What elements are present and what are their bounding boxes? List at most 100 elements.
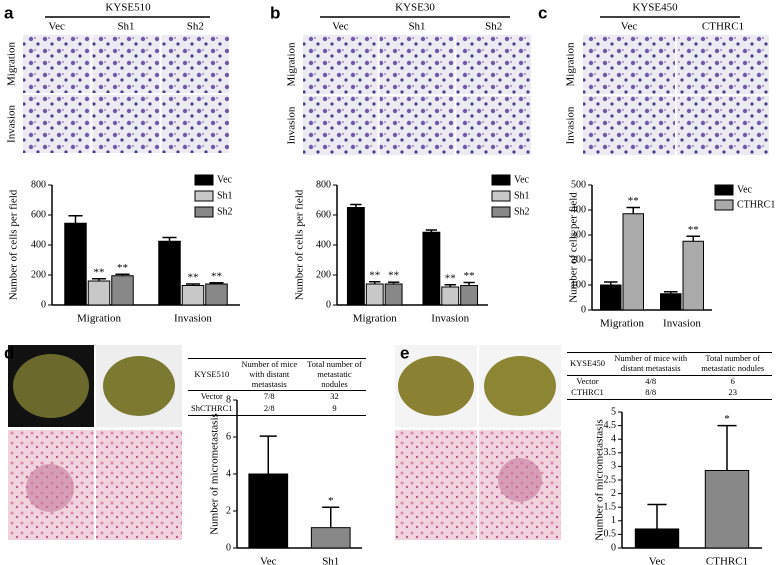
row-label: Invasion xyxy=(565,106,577,144)
y-tick-label: 1.5 xyxy=(604,501,617,512)
y-tick-label: 2.5 xyxy=(604,474,617,485)
bar xyxy=(346,207,365,306)
column-label: CTHRC1 xyxy=(702,21,744,33)
micrograph xyxy=(161,35,229,93)
y-tick-label: 400 xyxy=(571,204,586,215)
y-tick-label: 0 xyxy=(41,299,46,310)
header-cell: Total number of metastatic nodules xyxy=(693,352,772,376)
y-tick-label: 8 xyxy=(226,394,231,405)
significance: ** xyxy=(188,272,199,284)
significance: ** xyxy=(445,272,456,284)
bar xyxy=(660,293,682,311)
y-tick-label: 5 xyxy=(611,406,616,417)
y-axis-label: Number of cells per field xyxy=(294,189,306,300)
micrograph xyxy=(161,95,229,153)
bar xyxy=(704,469,750,549)
bar xyxy=(622,213,644,311)
micrograph xyxy=(23,95,91,153)
table-cell: 23 xyxy=(693,387,772,401)
panel-title: KYSE450 xyxy=(632,2,678,14)
legend-swatch xyxy=(194,190,214,202)
table-cell: 8/8 xyxy=(607,387,694,401)
bar xyxy=(422,231,441,306)
row-label: Migration xyxy=(565,42,577,86)
bar xyxy=(87,280,111,306)
micrograph xyxy=(583,35,675,94)
y-axis-label: Number of cells per field xyxy=(8,189,20,300)
y-axis-label: Number of micrometastasis xyxy=(209,413,221,535)
panel-label: d xyxy=(4,343,14,362)
table-cell: 9 xyxy=(302,403,366,416)
panel-title: KYSE30 xyxy=(395,2,435,14)
table-cell: CTHRC1 xyxy=(567,387,608,401)
micrograph xyxy=(379,96,455,155)
legend-label: Sh1 xyxy=(514,190,530,201)
table-row: ShCTHRC1 2/8 9 xyxy=(188,403,366,416)
legend-swatch xyxy=(491,190,511,202)
legend-label: Sh2 xyxy=(217,206,233,217)
data-table: KYSE510 Number of mice with distant metas… xyxy=(188,357,366,416)
row-label: Migration xyxy=(6,42,18,86)
row-label: Invasion xyxy=(6,105,18,143)
table-cell: 7/8 xyxy=(263,391,275,402)
legend-label: Vec xyxy=(217,174,233,185)
column-label: Vec xyxy=(621,21,638,33)
bar xyxy=(158,240,181,306)
y-tick-label: 400 xyxy=(316,239,331,250)
legend-swatch xyxy=(491,174,511,186)
y-tick-label: 0 xyxy=(581,304,586,315)
x-tick-label: Migration xyxy=(600,318,644,330)
bar xyxy=(205,283,228,306)
x-tick-label: Invasion xyxy=(174,313,212,325)
y-tick-label: 2 xyxy=(611,488,616,499)
table-cell: Vector xyxy=(200,391,223,402)
legend-label: Sh1 xyxy=(217,190,233,201)
y-tick-label: 500 xyxy=(571,179,586,190)
micrograph xyxy=(583,96,675,155)
micrograph xyxy=(23,35,91,93)
y-tick-label: 0 xyxy=(226,542,231,553)
table-row: Vector 4/8 6 xyxy=(567,375,772,387)
liver-photos xyxy=(8,345,561,540)
significance: ** xyxy=(388,270,399,282)
header-cell: KYSE510 xyxy=(188,357,236,392)
legend-swatch xyxy=(714,199,734,211)
micrograph xyxy=(303,96,378,155)
y-axis-label: Number of cells per field xyxy=(568,192,580,303)
y-tick-label: 0 xyxy=(611,542,616,553)
panel-label: e xyxy=(400,343,409,362)
bar xyxy=(181,285,205,306)
column-label: Sh2 xyxy=(485,21,502,33)
table-cell: 6 xyxy=(730,375,735,386)
table-cell: 4/8 xyxy=(645,375,657,386)
bar xyxy=(248,473,289,549)
row-label: Migration xyxy=(286,42,298,86)
micrograph xyxy=(303,35,378,94)
bar xyxy=(365,283,384,306)
significance: ** xyxy=(94,266,105,278)
column-label: Sh2 xyxy=(187,21,204,33)
x-tick-label: Migration xyxy=(77,313,121,325)
y-tick-label: 0.5 xyxy=(604,529,617,540)
y-tick-label: 3 xyxy=(611,461,616,472)
y-tick-label: 4 xyxy=(226,468,231,479)
y-tick-label: 2 xyxy=(226,505,231,516)
column-label: Sh1 xyxy=(408,21,425,33)
y-tick-label: 300 xyxy=(571,229,586,240)
y-tick-label: 3.5 xyxy=(604,447,617,458)
bar xyxy=(634,528,680,549)
header-cell: Number of mice with distant metastasis xyxy=(235,357,303,392)
significance: ** xyxy=(628,195,639,207)
table-row: CTHRC1 8/8 23 xyxy=(567,387,772,401)
legend-label: CTHRC1 xyxy=(737,199,775,210)
bar xyxy=(310,527,351,549)
column-label: Sh1 xyxy=(117,21,134,33)
micrograph xyxy=(456,96,531,155)
significance: * xyxy=(328,495,334,507)
x-tick-label: Vec xyxy=(260,556,277,565)
y-tick-label: 400 xyxy=(31,239,46,250)
panel-label: c xyxy=(538,3,547,22)
micrograph xyxy=(677,96,769,155)
data-table: KYSE450 Number of mice with distant metas… xyxy=(567,352,772,401)
